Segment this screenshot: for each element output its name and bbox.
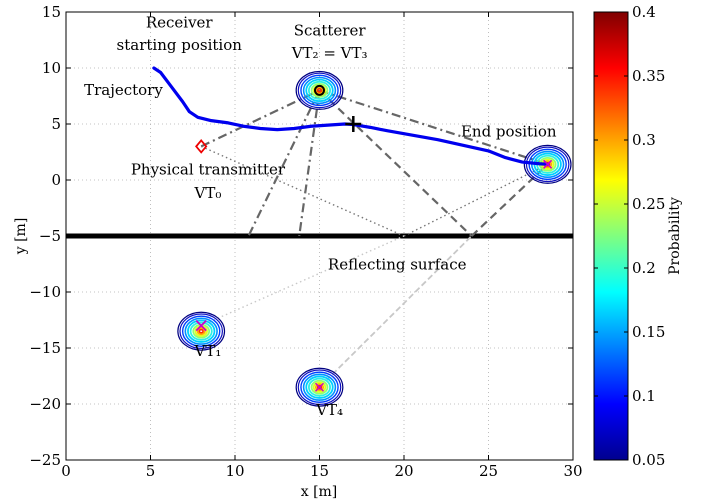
current-position-marker: [345, 116, 362, 132]
propagation-path: [200, 145, 405, 237]
x-tick-label: 25: [479, 462, 498, 480]
annotation-label: VT₀: [194, 184, 222, 202]
y-tick-label: 0: [51, 171, 61, 189]
annotation-label: Scatterer: [294, 22, 367, 40]
colorbar-tick-label: 0.3: [632, 131, 656, 149]
y-tick-label: 10: [42, 59, 61, 77]
colorbar-tick-label: 0.25: [632, 195, 665, 213]
colorbar-tick-label: 0.35: [632, 67, 665, 85]
colorbar-tick-label: 0.15: [632, 323, 665, 341]
y-tick-label: 5: [51, 115, 61, 133]
y-axis-label: y [m]: [13, 218, 29, 256]
scatterer-marker: [314, 84, 325, 96]
annotation-label: End position: [461, 122, 557, 140]
x-tick-label: 20: [394, 462, 413, 480]
annotation-label: Physical transmitter: [131, 160, 286, 178]
annotation-label: VT₂ = VT₃: [291, 44, 368, 62]
x-tick-label: 0: [61, 462, 71, 480]
y-tick-label: 15: [42, 3, 61, 21]
transmitter-marker: [195, 138, 208, 154]
colorbar: [593, 11, 629, 461]
colorbar-tick-label: 0.4: [632, 3, 656, 21]
propagation-path: [298, 90, 321, 237]
colorbar-label: Probability: [667, 197, 683, 275]
propagation-path: [200, 235, 405, 327]
annotation-label: Reflecting surface: [328, 256, 467, 274]
y-tick-label: −25: [29, 451, 61, 469]
colorbar-tick-label: 0.2: [632, 259, 656, 277]
y-tick-label: −5: [39, 227, 61, 245]
annotation-label: VT₁: [194, 342, 222, 360]
colorbar-tick-label: 0.1: [632, 387, 656, 405]
x-tick-label: 15: [310, 462, 329, 480]
propagation-path: [318, 89, 473, 237]
x-axis-label: x [m]: [301, 484, 338, 500]
y-tick-label: −10: [29, 283, 61, 301]
annotation-label: VT₄: [315, 401, 343, 419]
colorbar-tick-label: 0.05: [632, 451, 665, 469]
annotation-label: starting position: [117, 36, 243, 54]
propagation-path: [470, 163, 549, 237]
annotation-label: Receiver: [146, 14, 214, 32]
receiver-trajectory: [152, 66, 550, 166]
y-tick-label: −20: [29, 395, 61, 413]
x-tick-label: 30: [563, 462, 582, 480]
probability-contour-vt4: [295, 367, 344, 407]
vt1-marker: [195, 319, 207, 332]
x-tick-label: 10: [225, 462, 244, 480]
end-position-marker: [543, 159, 553, 169]
propagation-path: [247, 89, 321, 237]
vt4-marker: [315, 382, 324, 392]
y-tick-label: −15: [29, 339, 61, 357]
annotation-label: Trajectory: [84, 81, 163, 99]
propagation-path: [319, 89, 548, 166]
x-tick-label: 5: [146, 462, 156, 480]
